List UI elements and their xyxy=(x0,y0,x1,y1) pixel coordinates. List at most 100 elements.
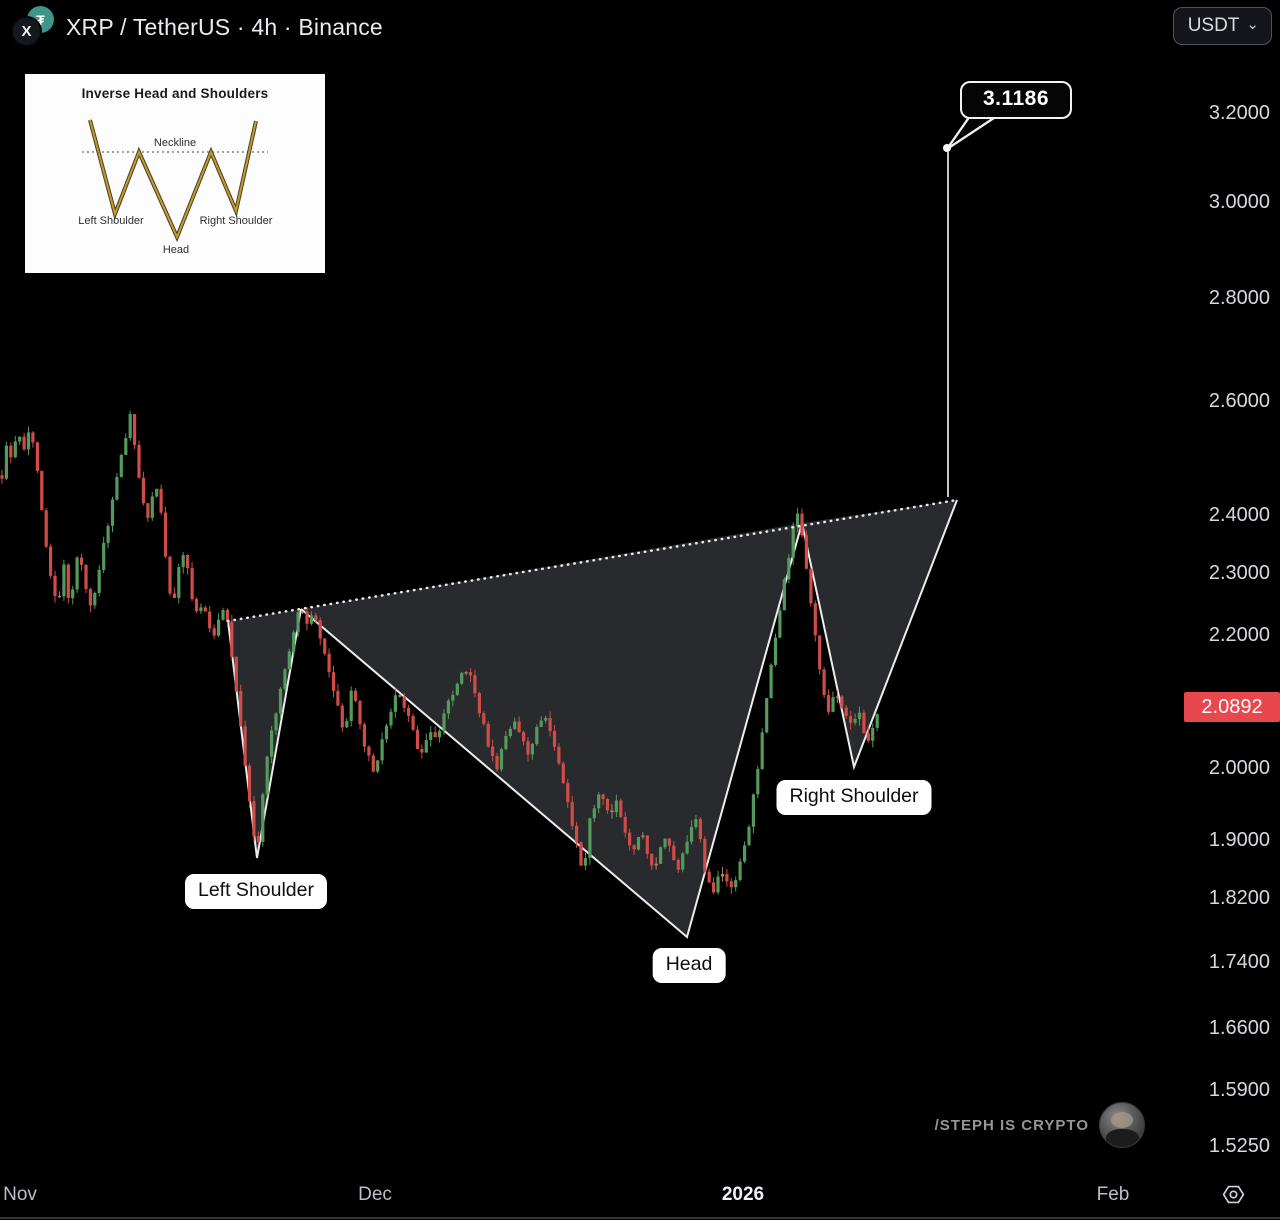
time-axis[interactable]: Nov Dec 2026 Feb xyxy=(0,1182,1280,1220)
candle-body xyxy=(446,700,450,714)
candle-body xyxy=(438,730,442,738)
watermark-text: /STEPH IS CRYPTO xyxy=(934,1116,1089,1134)
candle-body xyxy=(614,800,618,813)
xrp-icon: X xyxy=(11,16,42,47)
candle-body xyxy=(53,575,57,597)
candle-body xyxy=(597,794,601,809)
candle-body xyxy=(75,557,79,590)
candle-body xyxy=(358,700,362,725)
candle-body xyxy=(177,567,181,598)
price-tick: 1.5900 xyxy=(1208,1079,1270,1101)
price-tick: 2.0000 xyxy=(1208,757,1270,779)
candle-body xyxy=(124,438,128,455)
candle-body xyxy=(349,690,353,721)
candle-body xyxy=(698,819,702,840)
candle-body xyxy=(734,880,738,888)
candle-body xyxy=(588,818,592,858)
candle-body xyxy=(429,732,433,740)
candle-body xyxy=(301,611,305,613)
candle-body xyxy=(504,736,508,750)
candle-body xyxy=(415,729,420,749)
pattern-edge-line xyxy=(801,499,958,771)
settings-icon[interactable] xyxy=(1221,1182,1246,1207)
price-axis[interactable]: 3.2000 3.0000 2.8000 2.6000 2.4000 2.3000 2.20… xyxy=(1170,0,1280,1182)
candle-body xyxy=(760,732,764,769)
candle-body xyxy=(212,628,216,636)
candle-body xyxy=(292,632,296,652)
candle-body xyxy=(477,693,481,714)
price-chart-canvas[interactable] xyxy=(0,0,1280,1182)
candle-body xyxy=(579,842,583,866)
candle-body xyxy=(424,740,428,753)
price-tick: 2.3000 xyxy=(1208,562,1270,584)
currency-selector-button[interactable]: USDT ⌄ xyxy=(1172,7,1272,45)
candle-body xyxy=(97,569,101,593)
pattern-education-card: Inverse Head and Shoulders Neckline Left… xyxy=(25,74,325,273)
candle-body xyxy=(831,697,835,712)
candle-body xyxy=(769,664,773,699)
candle-body xyxy=(623,817,627,833)
pattern-edge-line xyxy=(227,608,302,859)
candle-body xyxy=(18,436,22,442)
candle-body xyxy=(508,728,512,736)
candle-body xyxy=(128,414,132,439)
candle-body xyxy=(247,765,252,802)
candle-body xyxy=(685,841,689,854)
candle-body xyxy=(354,690,358,701)
candle-body xyxy=(619,800,623,817)
candle-body xyxy=(239,690,243,727)
currency-label: USDT xyxy=(1187,15,1240,36)
candle-body xyxy=(849,716,853,723)
candle-body xyxy=(632,845,636,850)
price-tick: 2.4000 xyxy=(1208,504,1270,526)
pattern-edge-line xyxy=(300,522,803,939)
pattern-card-title: Inverse Head and Shoulders xyxy=(81,86,269,101)
candle-body xyxy=(535,726,539,744)
candle-body xyxy=(13,441,17,458)
candle-body xyxy=(641,835,645,837)
candle-body xyxy=(813,603,817,636)
channel-watermark: /STEPH IS CRYPTO xyxy=(935,1102,1145,1148)
neckline-dotted-line xyxy=(226,498,959,623)
candle-body xyxy=(725,874,729,882)
candle-body xyxy=(659,847,663,864)
target-anchor-dot xyxy=(943,144,951,152)
candle-body xyxy=(875,714,879,728)
candle-body xyxy=(491,746,495,757)
candle-body xyxy=(822,669,826,696)
candle-body xyxy=(716,876,720,893)
time-tick: Dec xyxy=(358,1184,392,1205)
candle-body xyxy=(544,718,548,721)
candle-body xyxy=(667,838,671,846)
candle-body xyxy=(689,826,694,842)
candle-body xyxy=(208,611,212,629)
candle-body xyxy=(628,832,632,846)
candle-body xyxy=(362,724,366,747)
candle-body xyxy=(575,825,579,843)
price-tick: 1.9000 xyxy=(1208,829,1270,851)
candle-body xyxy=(433,732,437,737)
head-label: Head xyxy=(652,948,726,983)
candle-body xyxy=(71,589,75,599)
candle-body xyxy=(234,656,238,691)
candle-body xyxy=(389,711,393,726)
candle-body xyxy=(194,599,199,612)
price-tick: 2.6000 xyxy=(1208,390,1270,412)
candle-body xyxy=(464,672,468,674)
price-tick: 2.2000 xyxy=(1208,624,1270,646)
candle-body xyxy=(650,853,654,866)
candle-body xyxy=(393,695,397,712)
candle-body xyxy=(720,874,725,877)
inset-head-label: Head xyxy=(163,244,189,256)
widget-bottom-border xyxy=(0,1217,1280,1219)
candle-body xyxy=(636,837,641,850)
candle-body xyxy=(530,743,534,755)
watermark-avatar xyxy=(1099,1102,1145,1148)
candle-body xyxy=(743,845,747,862)
candle-body xyxy=(513,721,517,729)
candle-body xyxy=(809,568,813,604)
candle-body xyxy=(102,542,106,570)
candle-body xyxy=(340,705,344,728)
candle-body xyxy=(526,741,530,755)
candle-body xyxy=(796,513,800,527)
